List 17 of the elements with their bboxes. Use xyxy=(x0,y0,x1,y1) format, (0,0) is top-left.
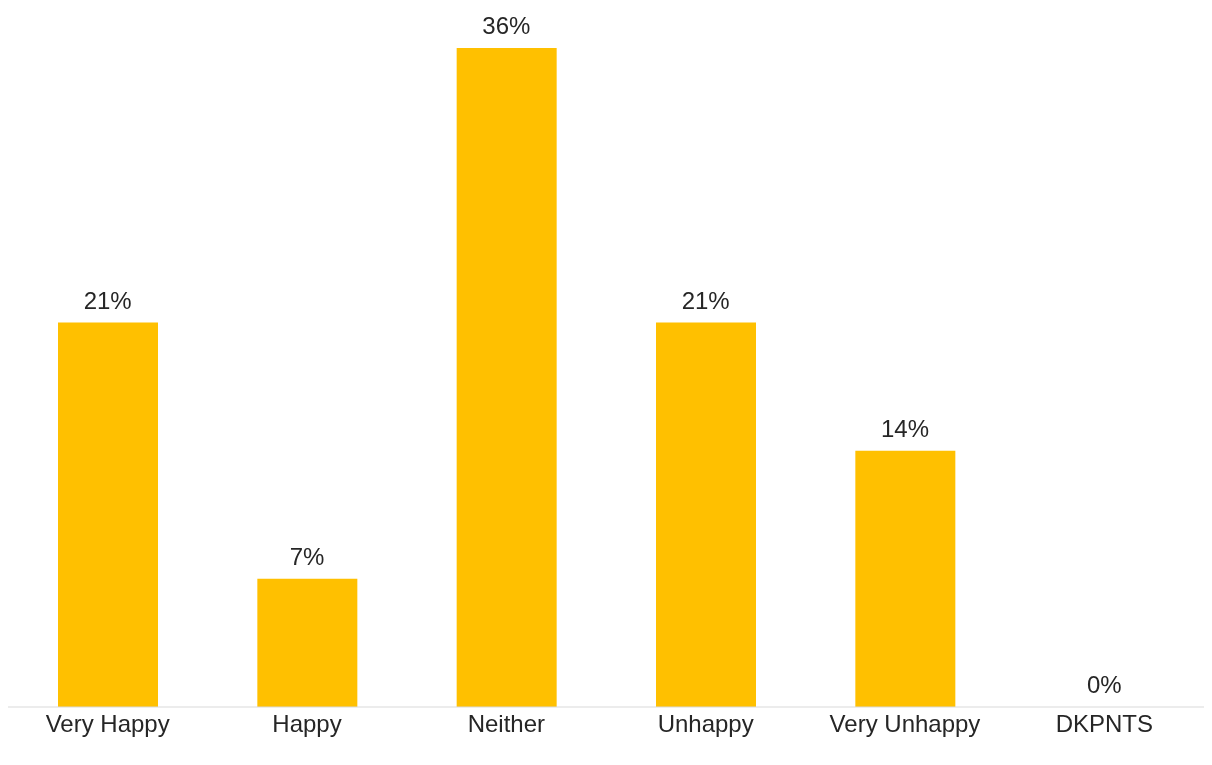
data-label: 7% xyxy=(289,542,325,570)
x-tick-label: Unhappy xyxy=(657,710,754,738)
data-label: 0% xyxy=(1086,671,1122,698)
x-tick-label: Neither xyxy=(467,710,546,738)
x-tick-label: Very Unhappy xyxy=(829,710,981,738)
x-tick-label: Very Happy xyxy=(45,710,170,738)
bar xyxy=(456,48,557,707)
bar xyxy=(855,450,956,707)
bar xyxy=(656,322,756,707)
x-tick-label: Happy xyxy=(272,710,342,738)
bar xyxy=(257,578,358,707)
bar xyxy=(58,322,158,707)
x-tick-label: DKPNTS xyxy=(1055,710,1154,738)
data-label: 21% xyxy=(83,286,132,314)
data-label: 36% xyxy=(482,12,531,39)
data-label: 21% xyxy=(681,286,730,314)
data-label: 14% xyxy=(880,414,930,442)
